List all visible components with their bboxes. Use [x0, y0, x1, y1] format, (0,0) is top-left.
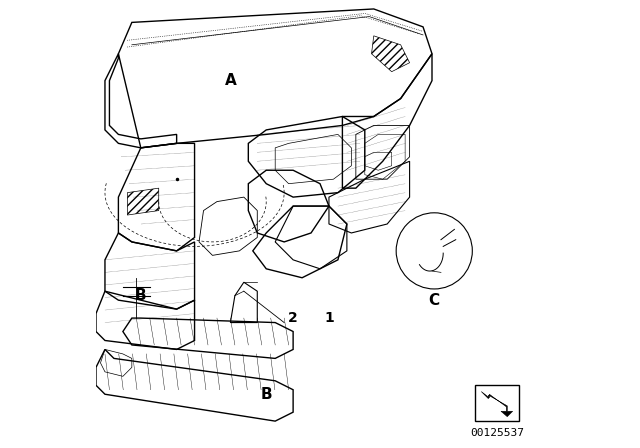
Text: 1: 1 — [324, 311, 334, 325]
Text: B: B — [135, 288, 147, 303]
Text: A: A — [225, 73, 236, 88]
Text: 2: 2 — [288, 311, 298, 325]
Text: 00125537: 00125537 — [470, 428, 524, 438]
Text: C: C — [429, 293, 440, 308]
Bar — [475, 385, 520, 421]
Polygon shape — [481, 392, 513, 417]
Text: B: B — [260, 387, 272, 402]
